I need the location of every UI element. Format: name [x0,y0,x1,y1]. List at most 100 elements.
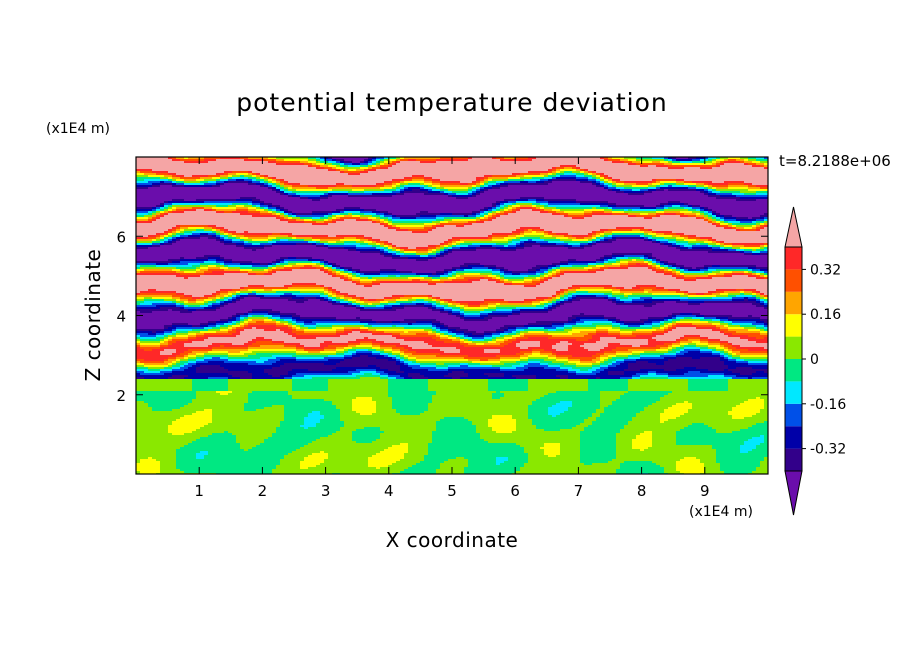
heatmap-cell [440,309,444,312]
heatmap-cell [320,199,504,202]
heatmap-cell [728,293,740,296]
heatmap-cell [548,169,552,172]
heatmap-cell [580,299,608,302]
heatmap-cell [308,185,336,188]
heatmap-cell [196,269,200,272]
heatmap-cell [556,359,568,362]
heatmap-cell [348,249,356,252]
heatmap-cell [344,183,376,186]
heatmap-cell [480,211,484,214]
heatmap-cell [492,277,496,280]
heatmap-cell [620,325,628,328]
heatmap-cell [652,179,656,182]
heatmap-cell [216,259,224,262]
heatmap-cell [212,185,220,188]
heatmap-cell [656,257,768,260]
heatmap-cell [328,359,344,362]
heatmap-cell [412,347,456,350]
heatmap-cell [240,271,248,274]
heatmap-cell [644,261,648,264]
heatmap-cell [704,315,732,318]
heatmap-cell [280,425,300,428]
heatmap-cell [728,249,736,252]
heatmap-cell [396,159,400,162]
heatmap-cell [596,357,600,360]
heatmap-cell [348,269,352,272]
heatmap-cell [672,275,676,278]
heatmap-cell [276,259,280,262]
heatmap-cell [540,343,556,346]
heatmap-cell [296,243,312,246]
heatmap-cell [368,323,408,326]
heatmap-cell [384,213,388,216]
heatmap-cell [284,409,340,412]
heatmap-cell [188,375,232,378]
heatmap-cell [240,315,248,318]
heatmap-cell [576,425,588,428]
heatmap-cell [576,371,592,374]
heatmap-cell [676,439,748,442]
heatmap-cell [236,441,264,444]
heatmap-cell [504,337,512,340]
heatmap-cell [640,213,648,216]
heatmap-cell [168,207,172,210]
heatmap-cell [540,237,556,240]
heatmap-cell [320,437,352,440]
heatmap-cell [356,299,360,302]
heatmap-cell [352,347,372,350]
heatmap-cell [136,193,280,196]
heatmap-cell [720,359,728,362]
heatmap-cell [380,215,384,218]
heatmap-cell [352,275,356,278]
heatmap-cell [612,181,616,184]
heatmap-cell [304,375,356,378]
heatmap-cell [456,241,464,244]
heatmap-cell [628,355,640,358]
heatmap-cell [240,351,252,354]
heatmap-cell [608,299,612,302]
heatmap-cell [560,429,584,432]
heatmap-cell [676,327,696,330]
heatmap-cell [420,461,444,464]
heatmap-cell [272,211,276,214]
heatmap-cell [352,373,364,376]
heatmap-cell [756,159,768,162]
heatmap-cell [756,277,764,280]
heatmap-cell [616,183,624,186]
heatmap-cell [564,297,568,300]
heatmap-cell [660,203,668,206]
heatmap-cell [724,245,732,248]
heatmap-cell [256,293,284,296]
heatmap-cell [760,227,764,230]
heatmap-cell [252,339,272,342]
heatmap-cell [596,241,600,244]
heatmap-cell [420,189,428,192]
heatmap-cell [196,363,248,366]
heatmap-cell [364,285,372,288]
heatmap-cell [688,351,700,354]
heatmap-cell [372,351,380,354]
heatmap-cell [352,405,376,408]
heatmap-cell [392,307,404,310]
heatmap-cell [692,207,700,210]
heatmap-cell [332,271,336,274]
heatmap-cell [304,221,316,224]
heatmap-cell [428,189,432,192]
heatmap-cell [704,183,708,186]
heatmap-cell [444,341,460,344]
heatmap-cell [516,353,524,356]
heatmap-cell [160,239,164,242]
heatmap-cell [592,173,596,176]
heatmap-cell [500,271,504,274]
heatmap-cell [616,353,632,356]
heatmap-cell [584,421,592,424]
heatmap-cell [392,225,396,228]
heatmap-cell [624,361,636,364]
heatmap-cell [288,219,296,222]
heatmap-cell [384,157,388,160]
heatmap-cell [580,313,584,316]
heatmap-cell [588,243,592,246]
heatmap-cell [144,377,168,380]
heatmap-cell [400,361,404,364]
heatmap-cell [404,353,412,356]
